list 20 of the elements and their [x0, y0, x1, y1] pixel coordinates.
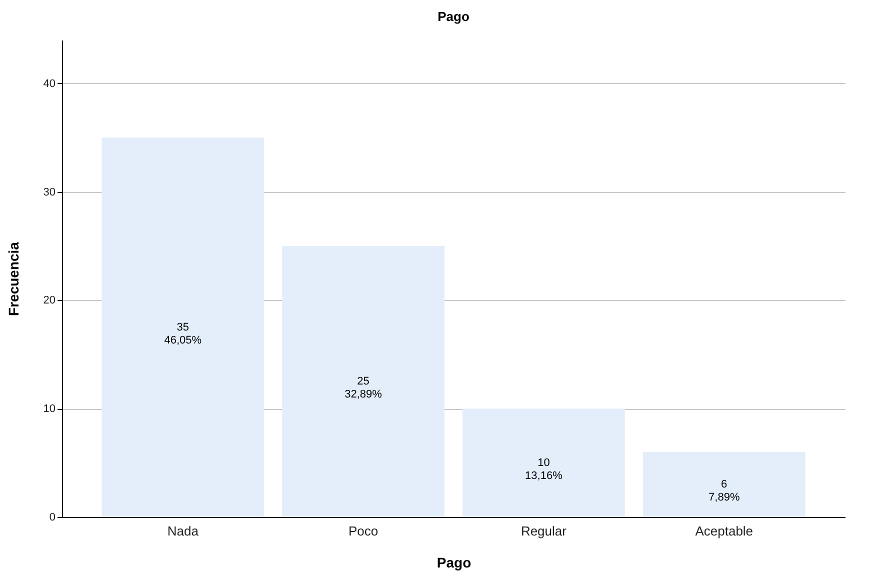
- bar: [642, 452, 806, 517]
- data-label: 35 46,05%: [164, 321, 202, 346]
- x-tick-label: Aceptable: [695, 524, 754, 538]
- bar: [282, 246, 444, 517]
- y-axis-title: Frecuencia: [5, 242, 22, 316]
- data-label: 6 7,89%: [708, 478, 740, 504]
- data-label: 10 13,16%: [525, 456, 563, 482]
- x-axis-title: Pago: [436, 554, 472, 570]
- x-tick-label: Poco: [348, 524, 378, 538]
- bar: [462, 408, 625, 517]
- y-tick-label: 20: [43, 294, 56, 307]
- y-tick-label: 40: [43, 78, 56, 90]
- y-tick-label: 0: [49, 512, 56, 524]
- data-label: 25 32,89%: [344, 375, 382, 400]
- x-tick-label: Regular: [520, 524, 568, 538]
- bar: [102, 138, 264, 517]
- y-tick-label: 30: [43, 186, 56, 198]
- x-tick-label: Nada: [167, 524, 200, 538]
- y-tick-label: 10: [43, 403, 56, 416]
- chart-title: Pago: [438, 9, 470, 24]
